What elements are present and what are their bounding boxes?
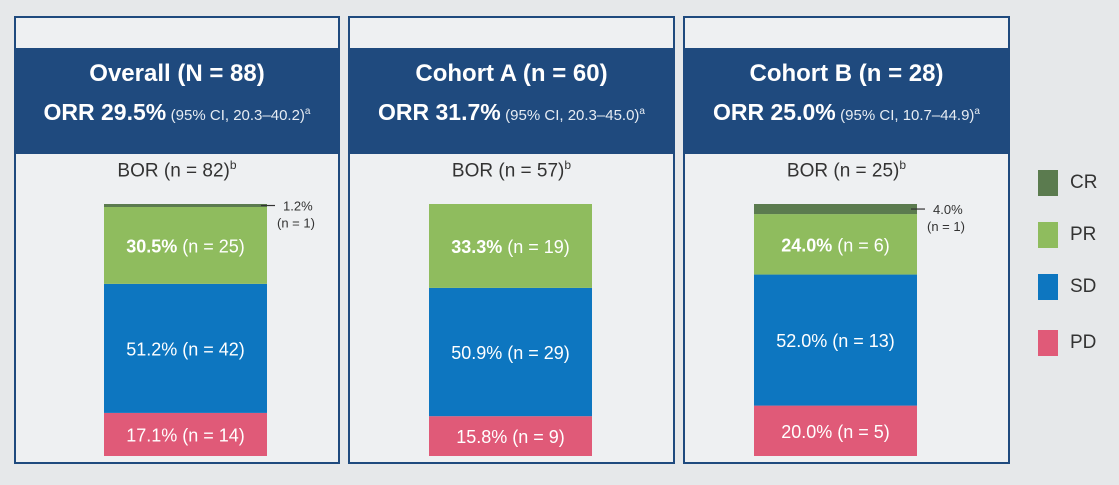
bar-segment-pd — [754, 405, 917, 456]
legend-swatch-sd — [1038, 274, 1058, 300]
legend-item-cr: CR — [1038, 170, 1118, 196]
bar-segment-sd — [754, 274, 917, 406]
bor-label: BOR (n = 57)b — [350, 158, 673, 182]
legend-label: SD — [1070, 276, 1097, 297]
bor-footnote: b — [899, 158, 907, 172]
bar-segment-pr — [104, 207, 267, 284]
panel-title: Cohort B (n = 28) — [749, 60, 944, 87]
data-label-pr: 24.0% (n = 6) — [781, 235, 890, 255]
data-label-cr: 4.0% (n = 1) — [927, 202, 965, 234]
orr-ci-text: (95% CI, 10.7–44.9) — [840, 107, 975, 124]
data-label-sd: 51.2% (n = 42) — [126, 339, 245, 359]
legend-label: PR — [1070, 224, 1097, 245]
legend-swatch-pd — [1038, 330, 1058, 356]
legend-item-pr: PR — [1038, 222, 1118, 248]
bar-segment-pr — [754, 214, 917, 275]
panel-overall: Overall (N = 88) ORR 29.5% (95% CI, 20.3… — [14, 16, 340, 464]
legend-label: PD — [1070, 332, 1097, 353]
data-label-pr: 30.5% (n = 25) — [126, 236, 245, 256]
orr-ci: (95% CI, 10.7–44.9)a — [840, 106, 980, 124]
bor-label: BOR (n = 25)b — [685, 158, 1008, 182]
bor-footnote: b — [564, 158, 572, 172]
orr-value: ORR 29.5% — [43, 99, 167, 125]
bar-segment-sd — [429, 287, 592, 417]
bar-segment-cr — [104, 204, 267, 208]
bar-segment-pd — [429, 416, 592, 456]
data-label-pr: 33.3% (n = 19) — [451, 237, 570, 257]
legend-swatch-pr — [1038, 222, 1058, 248]
legend-item-sd: SD — [1038, 274, 1118, 300]
orr-footnote: a — [304, 106, 311, 117]
bor-text: BOR (n = 57) — [451, 160, 565, 182]
data-label-pd: 20.0% (n = 5) — [781, 422, 890, 442]
orr-line: ORR 29.5% (95% CI, 20.3–40.2)a — [16, 99, 338, 126]
bor-label: BOR (n = 82)b — [16, 158, 338, 182]
bar-segment-cr — [754, 204, 917, 215]
legend-label: CR — [1070, 172, 1098, 193]
data-label-pd: 15.8% (n = 9) — [456, 427, 565, 447]
orr-ci: (95% CI, 20.3–45.0)a — [505, 106, 645, 124]
bor-footnote: b — [229, 158, 237, 172]
panel-title: Overall (N = 88) — [89, 60, 265, 87]
legend-swatch-cr — [1038, 170, 1058, 196]
orr-value: ORR 31.7% — [378, 99, 501, 125]
orr-ci: (95% CI, 20.3–40.2)a — [170, 106, 311, 124]
bor-text: BOR (n = 25) — [786, 160, 900, 182]
bar-segment-pr — [429, 204, 592, 288]
data-label-pd: 17.1% (n = 14) — [126, 425, 245, 445]
orr-ci-text: (95% CI, 20.3–40.2) — [170, 107, 305, 124]
legend-item-pd: PD — [1038, 330, 1118, 356]
orr-value: ORR 25.0% — [713, 99, 836, 125]
data-label-sd: 50.9% (n = 29) — [451, 343, 570, 363]
panel-header: Overall (N = 88) ORR 29.5% (95% CI, 20.3… — [16, 48, 338, 154]
orr-footnote: a — [974, 106, 980, 117]
orr-footnote: a — [639, 106, 645, 117]
data-label-cr: 1.2% (n = 1) — [277, 199, 315, 231]
bar-segment-pd — [104, 412, 267, 456]
bar-segment-sd — [104, 283, 267, 413]
panel-header: Cohort A (n = 60) ORR 31.7% (95% CI, 20.… — [350, 48, 673, 154]
orr-line: ORR 25.0% (95% CI, 10.7–44.9)a — [685, 99, 1008, 126]
bor-text: BOR (n = 82) — [117, 160, 230, 182]
panel-header: Cohort B (n = 28) ORR 25.0% (95% CI, 10.… — [685, 48, 1008, 154]
data-label-sd: 52.0% (n = 13) — [776, 331, 895, 351]
orr-ci-text: (95% CI, 20.3–45.0) — [505, 107, 640, 124]
orr-line: ORR 31.7% (95% CI, 20.3–45.0)a — [350, 99, 673, 126]
panel-title: Cohort A (n = 60) — [415, 60, 608, 87]
